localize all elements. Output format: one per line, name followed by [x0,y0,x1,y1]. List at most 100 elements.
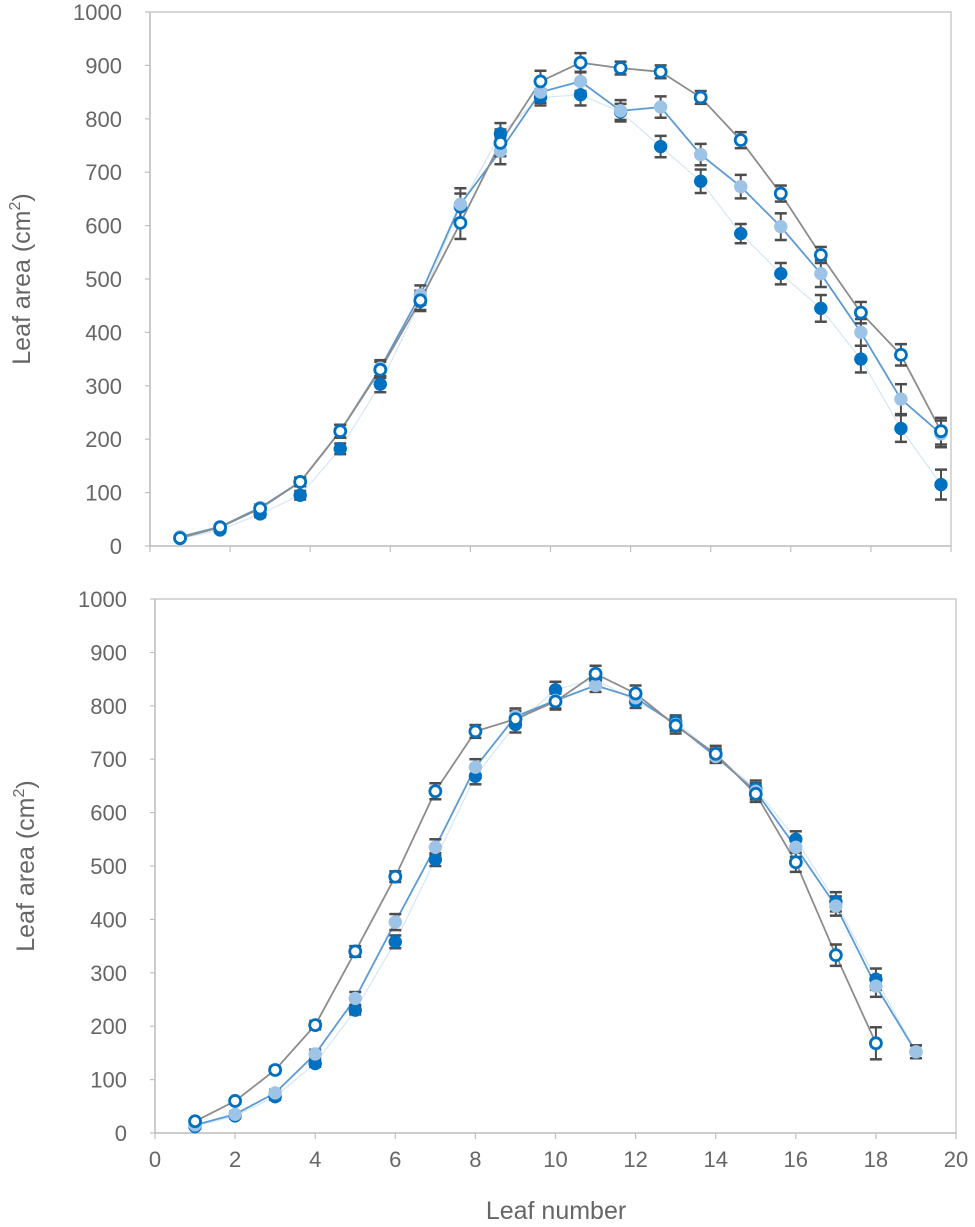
data-point [308,1047,322,1061]
x-tick-label: 8 [469,1147,481,1172]
data-point [468,760,483,774]
x-tick-label: 14 [703,1147,727,1172]
series-line [194,672,877,1123]
y-tick-label: 700 [85,160,122,185]
data-point [934,477,948,492]
data-point [708,746,723,761]
data-point [468,724,483,739]
data-point [774,219,788,234]
x-tick-label: 0 [149,1147,161,1172]
plot-area-frame [149,11,952,547]
data-point [613,61,628,75]
data-point [253,501,268,516]
data-point [814,266,828,281]
series-line [179,94,942,540]
data-point [268,1086,282,1100]
data-point [228,1094,243,1108]
y-tick-label: 400 [90,907,127,932]
y-tick-label: 700 [90,747,127,772]
x-tick-label: 16 [784,1147,808,1172]
data-point [894,347,908,362]
y-tick-label: 100 [90,1068,127,1093]
data-point [388,935,403,949]
data-point [788,855,803,870]
data-point [653,100,668,114]
data-point [573,55,588,70]
data-point [293,475,308,489]
data-point [733,179,748,194]
data-point [828,948,843,963]
data-point [268,1063,283,1077]
data-point [373,362,388,377]
series-line [179,61,942,539]
data-point [453,197,468,211]
series-line [194,678,917,1128]
data-point [293,488,307,503]
y-tick-label: 500 [90,854,127,879]
y-tick-labels: 0 100 200 300 400 500 600 700 800 900 1000 [73,0,150,559]
data-point [909,1045,923,1059]
y-tick-label: 200 [85,427,122,452]
y-tick-label: 0 [115,1121,127,1146]
y-tick-label: 900 [85,53,122,78]
y-tick-label: 1000 [78,587,127,612]
y-tick-label: 600 [85,214,122,239]
data-point [693,174,708,189]
y-tick-label: 200 [90,1014,127,1039]
series-layer [188,664,923,1134]
y-axis-title: Leaf area (cm2) [7,193,36,364]
x-tick-label: 2 [229,1147,241,1172]
data-point [188,1114,202,1129]
x-tick-label: 10 [543,1147,567,1172]
y-tick-label: 800 [90,694,127,719]
chart-panel-bottom: 0 100 200 300 400 500 600 700 800 900 1000 0 2 4 6 8 10… [11,587,968,1225]
data-point [869,1036,883,1051]
data-point [213,520,227,535]
plot-area-frame [154,598,957,1134]
data-point [854,352,868,366]
data-point [653,139,668,154]
data-point [453,216,468,230]
data-point [373,377,388,391]
x-tick-label: 18 [864,1147,888,1172]
x-tick-marks [149,546,952,552]
data-point [829,899,843,913]
data-point [588,666,603,681]
y-tick-label: 1000 [73,0,122,25]
data-point [894,392,908,406]
data-point [693,147,708,162]
data-point [308,1018,323,1033]
y-tick-label: 900 [90,640,127,665]
data-point [653,64,668,79]
data-point [548,694,563,709]
y-tick-labels: 0 100 200 300 400 500 600 700 800 900 1000 [78,587,155,1146]
x-tick-labels: 0 2 4 6 8 10 12 14 16 18 20 [149,1133,968,1172]
data-point [814,301,828,316]
y-tick-label: 600 [90,801,127,826]
data-point [348,1003,362,1017]
data-point [774,266,788,281]
data-point [508,712,523,727]
y-tick-label: 0 [110,534,122,559]
data-point [733,226,748,241]
data-point [869,979,883,993]
x-tick-label: 20 [944,1147,968,1172]
y-tick-label: 400 [85,320,122,345]
data-point [613,104,628,118]
data-point [748,787,763,801]
y-tick-label: 100 [85,481,122,506]
data-point [333,442,347,456]
y-tick-label: 300 [85,374,122,399]
series-layer [173,51,948,546]
x-tick-label: 4 [309,1147,321,1172]
data-point [668,718,683,733]
data-point [533,74,548,89]
data-point [428,784,443,799]
y-tick-label: 500 [85,267,122,292]
data-point [813,248,828,262]
data-point [428,852,443,867]
series-line [194,684,917,1126]
data-point [789,840,803,855]
data-point [573,88,588,102]
